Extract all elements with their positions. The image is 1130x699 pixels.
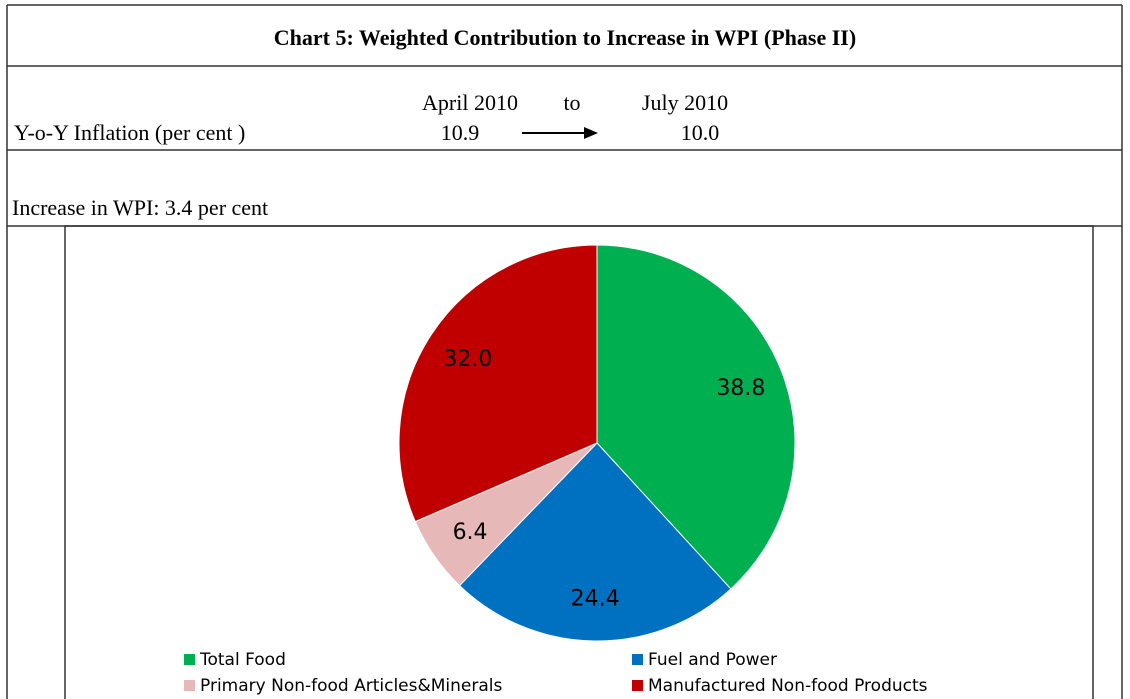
legend-swatch (184, 654, 195, 665)
from-value: 10.9 (441, 120, 480, 145)
to-label: to (563, 90, 580, 115)
arrow (522, 127, 598, 139)
from-label: April 2010 (422, 90, 518, 115)
end-label: July 2010 (642, 90, 728, 115)
pie-slice (596, 244, 796, 590)
legend-swatch (632, 654, 643, 665)
row-label: Y-o-Y Inflation (per cent ) (14, 120, 245, 145)
data-label: 24.4 (571, 586, 620, 611)
legend-label: Manufactured Non-food Products (648, 676, 928, 696)
legend-swatch (632, 680, 643, 691)
borders (6, 4, 1123, 699)
legend-swatch (184, 680, 195, 691)
legend-label: Fuel and Power (648, 650, 777, 670)
data-label: 38.8 (716, 376, 765, 401)
increase: Increase in WPI: 3.4 per cent (12, 195, 268, 220)
data-label: 32.0 (443, 347, 492, 372)
legend-label: Primary Non-food Articles&Minerals (200, 676, 503, 696)
end-value: 10.0 (681, 120, 720, 145)
legend-label: Total Food (199, 650, 286, 670)
title: Chart 5: Weighted Contribution to Increa… (274, 25, 856, 50)
data-label: 6.4 (453, 520, 488, 545)
pie-slice (458, 442, 732, 642)
pie-slice (398, 244, 598, 523)
